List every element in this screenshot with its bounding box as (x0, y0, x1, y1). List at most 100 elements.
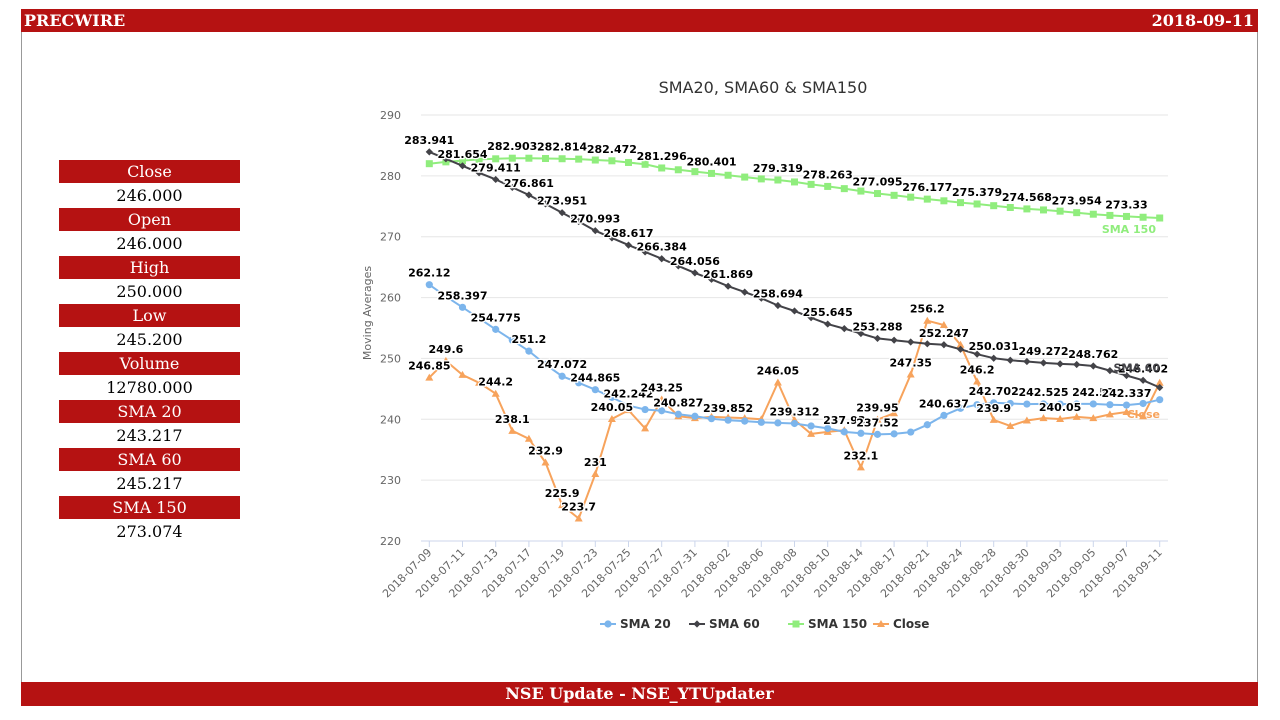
point (641, 424, 650, 432)
point (1105, 410, 1114, 418)
point (874, 190, 881, 198)
y-tick-label: 260 (380, 292, 401, 305)
point (973, 377, 982, 385)
point (873, 415, 882, 423)
point (807, 314, 815, 322)
point (425, 148, 433, 156)
point (873, 334, 882, 343)
data-label: 277.095 (852, 176, 902, 189)
point (558, 501, 567, 509)
point (1122, 407, 1131, 415)
legend-label: SMA 20 (620, 617, 671, 631)
point (1073, 360, 1081, 369)
point (658, 255, 666, 263)
data-label: 282.903 (487, 140, 537, 153)
point (1089, 400, 1097, 408)
point (857, 187, 865, 195)
legend-item-sma60[interactable]: SMA 60 (689, 617, 760, 631)
point (641, 405, 649, 414)
point (1156, 383, 1164, 392)
data-label: 243.25 (640, 382, 682, 395)
legend-item-sma20[interactable]: SMA 20 (600, 617, 671, 631)
series-end-label: SMA 150 (1102, 223, 1157, 236)
point (890, 191, 898, 199)
point (1006, 356, 1014, 364)
point (541, 458, 550, 466)
point (624, 406, 633, 414)
point (973, 350, 981, 358)
point (873, 430, 882, 438)
point (940, 341, 948, 349)
point (1039, 359, 1048, 367)
legend[interactable]: SMA 20 SMA 60 SMA 150 Close (600, 617, 929, 631)
point (691, 412, 699, 420)
data-label: 254.775 (471, 311, 521, 324)
data-label: 273.951 (537, 195, 587, 208)
point (757, 418, 765, 426)
y-tick-label: 250 (380, 352, 401, 365)
point (923, 421, 931, 429)
data-label: 239.9 (976, 402, 1011, 415)
y-tick-label: 270 (380, 231, 401, 244)
series-sma150 (425, 154, 1164, 222)
point (1006, 204, 1014, 212)
data-label: 282.814 (537, 141, 587, 154)
data-label: 239.312 (769, 405, 819, 418)
series-end-label: SMA 60 (1113, 362, 1160, 375)
point (591, 156, 599, 164)
point (542, 155, 549, 163)
y-tick-label: 240 (380, 413, 401, 426)
point (1123, 212, 1130, 220)
point (807, 180, 815, 188)
point (442, 292, 450, 300)
point (824, 182, 832, 190)
data-label: 278.263 (803, 168, 853, 181)
point (558, 209, 566, 217)
point (1106, 367, 1114, 375)
stat-high: High 250.000 (59, 256, 240, 304)
data-label: 247.35 (889, 357, 931, 370)
data-label: 237.52 (856, 416, 898, 429)
point (693, 620, 701, 628)
point (990, 202, 998, 210)
data-label: 242.52 (1072, 386, 1114, 399)
stat-value: 245.217 (116, 474, 183, 493)
point (923, 316, 932, 324)
legend-item-close[interactable]: Close (873, 617, 929, 631)
data-label: 258.397 (437, 289, 487, 302)
point (906, 370, 915, 378)
point (1072, 412, 1081, 420)
point (475, 314, 483, 322)
point (1023, 357, 1031, 366)
stat-sma60: SMA 60 245.217 (59, 448, 240, 496)
stat-open: Open 246.000 (59, 208, 240, 256)
point (957, 199, 964, 207)
point (956, 404, 965, 412)
stat-close: Close 246.000 (59, 160, 240, 208)
point (475, 378, 484, 386)
point (624, 241, 633, 249)
point (558, 372, 566, 380)
point (491, 389, 500, 397)
point (425, 281, 433, 289)
stat-label: Close (59, 160, 240, 183)
data-label: 280.401 (686, 155, 736, 168)
data-label: 244.865 (570, 372, 620, 385)
point (757, 294, 765, 302)
legend-item-sma150[interactable]: SMA 150 (788, 617, 867, 631)
point (1156, 214, 1164, 222)
data-label: 242.525 (1018, 386, 1068, 399)
point (575, 379, 583, 387)
data-label: 240.05 (1039, 401, 1081, 414)
point (774, 419, 782, 427)
point (877, 620, 885, 627)
point (940, 411, 948, 420)
point (840, 185, 848, 193)
data-label: 242.242 (603, 388, 653, 401)
point (973, 401, 981, 409)
data-label: 262.12 (408, 267, 450, 280)
point (857, 429, 865, 437)
point (989, 415, 998, 423)
data-label: 266.384 (637, 241, 687, 254)
point (525, 154, 533, 162)
